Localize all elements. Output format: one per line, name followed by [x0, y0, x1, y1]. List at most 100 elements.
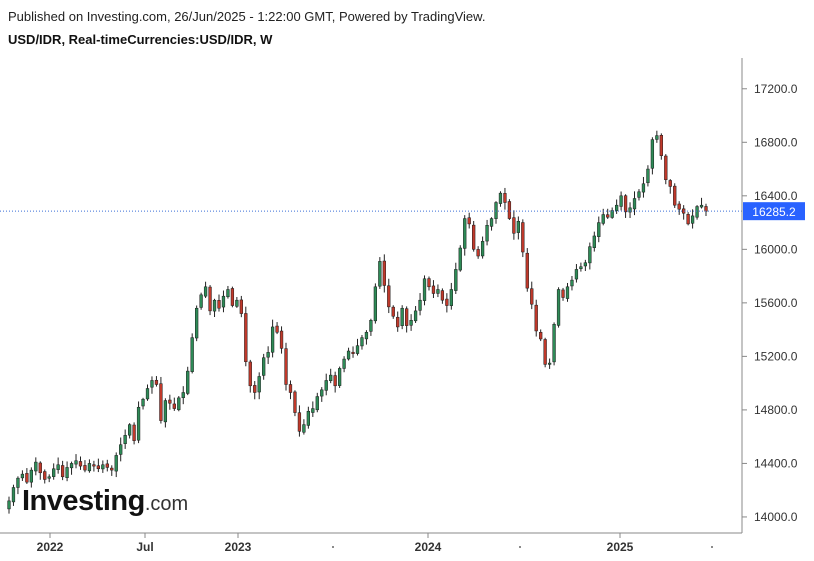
candle-up: [422, 278, 427, 301]
candle-down: [230, 288, 235, 306]
candle-up: [655, 135, 659, 140]
candle-down: [445, 298, 449, 306]
candle-up: [516, 220, 520, 233]
candle-up: [203, 286, 208, 297]
candle-up: [145, 388, 150, 400]
candle-up: [315, 396, 319, 411]
candle-up: [177, 397, 181, 411]
candle-down: [539, 332, 543, 340]
candle-down: [534, 304, 538, 332]
candle-up: [190, 337, 194, 372]
candle-up: [150, 380, 154, 388]
current-price-tag: [743, 202, 805, 221]
candle-up: [136, 406, 141, 441]
candle-up: [74, 460, 78, 465]
candle-down: [288, 384, 293, 393]
y-tick-label: 16000.0: [754, 242, 798, 256]
candle-up: [588, 246, 592, 264]
candle-down: [168, 399, 172, 404]
logo-main-text: Investing: [22, 485, 145, 517]
candle-up: [413, 310, 418, 322]
candle-up: [355, 345, 360, 354]
candle-down: [686, 214, 690, 225]
y-tick-label: 16800.0: [754, 135, 798, 149]
candle-up: [11, 487, 16, 503]
candle-down: [659, 135, 663, 156]
candle-down: [110, 467, 114, 471]
candle-down: [96, 465, 100, 470]
x-tick-dot: [519, 546, 521, 548]
candle-down: [293, 391, 297, 413]
candle-up: [360, 337, 364, 347]
candle-up: [127, 424, 132, 436]
candle-up: [123, 435, 127, 444]
candles-layer: [7, 130, 708, 514]
current-price-label: 16285.2: [752, 205, 796, 219]
candle-up: [565, 286, 570, 299]
candle-down: [284, 348, 288, 385]
candle-down: [440, 290, 445, 301]
candle-up: [195, 307, 199, 339]
candle-up: [346, 350, 351, 360]
candle-down: [476, 249, 480, 257]
candle-up: [16, 477, 20, 488]
candle-up: [364, 332, 369, 340]
candle-up: [141, 398, 145, 407]
published-note: Published on Investing.com, 26/Jun/2025 …: [8, 9, 486, 24]
candle-down: [673, 185, 677, 206]
candle-down: [83, 465, 87, 471]
candle-down: [132, 424, 136, 441]
candle-down: [530, 288, 534, 305]
y-tick-label: 17200.0: [754, 82, 798, 96]
candle-up: [262, 357, 266, 376]
candle-down: [92, 464, 96, 467]
candle-up: [699, 204, 704, 208]
x-tick-label: 2023: [225, 540, 252, 554]
candle-down: [25, 473, 29, 483]
candle-down: [427, 278, 431, 288]
candle-down: [217, 300, 221, 309]
candle-up: [186, 370, 190, 394]
candle-up: [547, 362, 552, 365]
candle-up: [270, 326, 275, 353]
candle-down: [159, 383, 163, 421]
y-tick-label: 16400.0: [754, 189, 798, 203]
candle-up: [52, 468, 56, 477]
candle-down: [431, 285, 436, 294]
candle-up: [181, 392, 185, 399]
candle-up: [463, 218, 467, 249]
candle-up: [373, 286, 378, 322]
candle-up: [574, 269, 579, 280]
candle-down: [333, 375, 337, 387]
candle-up: [485, 225, 489, 242]
candle-up: [20, 473, 25, 479]
candle-up: [650, 139, 655, 169]
candle-down: [248, 361, 252, 387]
candle-up: [199, 294, 203, 308]
candle-down: [279, 330, 284, 349]
candle-down: [472, 224, 476, 250]
candle-up: [47, 476, 51, 479]
candle-down: [387, 285, 391, 308]
candle-up: [601, 214, 605, 224]
candle-down: [391, 306, 395, 317]
candle-up: [257, 376, 261, 393]
y-axis[interactable]: 17200.0 16800.0 16400.0 16000.0 15600.0 15200…: [741, 58, 798, 533]
candle-down: [521, 222, 525, 253]
price-line-layer: 16285.2: [0, 202, 805, 221]
x-tick-label: 2025: [607, 540, 634, 554]
candle-up: [69, 463, 74, 469]
candle-up: [489, 218, 494, 227]
candle-up: [311, 408, 315, 413]
candle-down: [275, 325, 279, 333]
candle-up: [34, 461, 38, 472]
candle-down: [405, 308, 409, 326]
candle-up: [494, 202, 498, 219]
x-axis[interactable]: 2022 Jul 2023 2024 2025: [0, 532, 742, 554]
y-tick-label: 14400.0: [754, 456, 798, 470]
candle-down: [239, 299, 243, 314]
candle-down: [208, 286, 212, 312]
candle-up: [324, 380, 328, 391]
candle-down: [507, 201, 512, 219]
